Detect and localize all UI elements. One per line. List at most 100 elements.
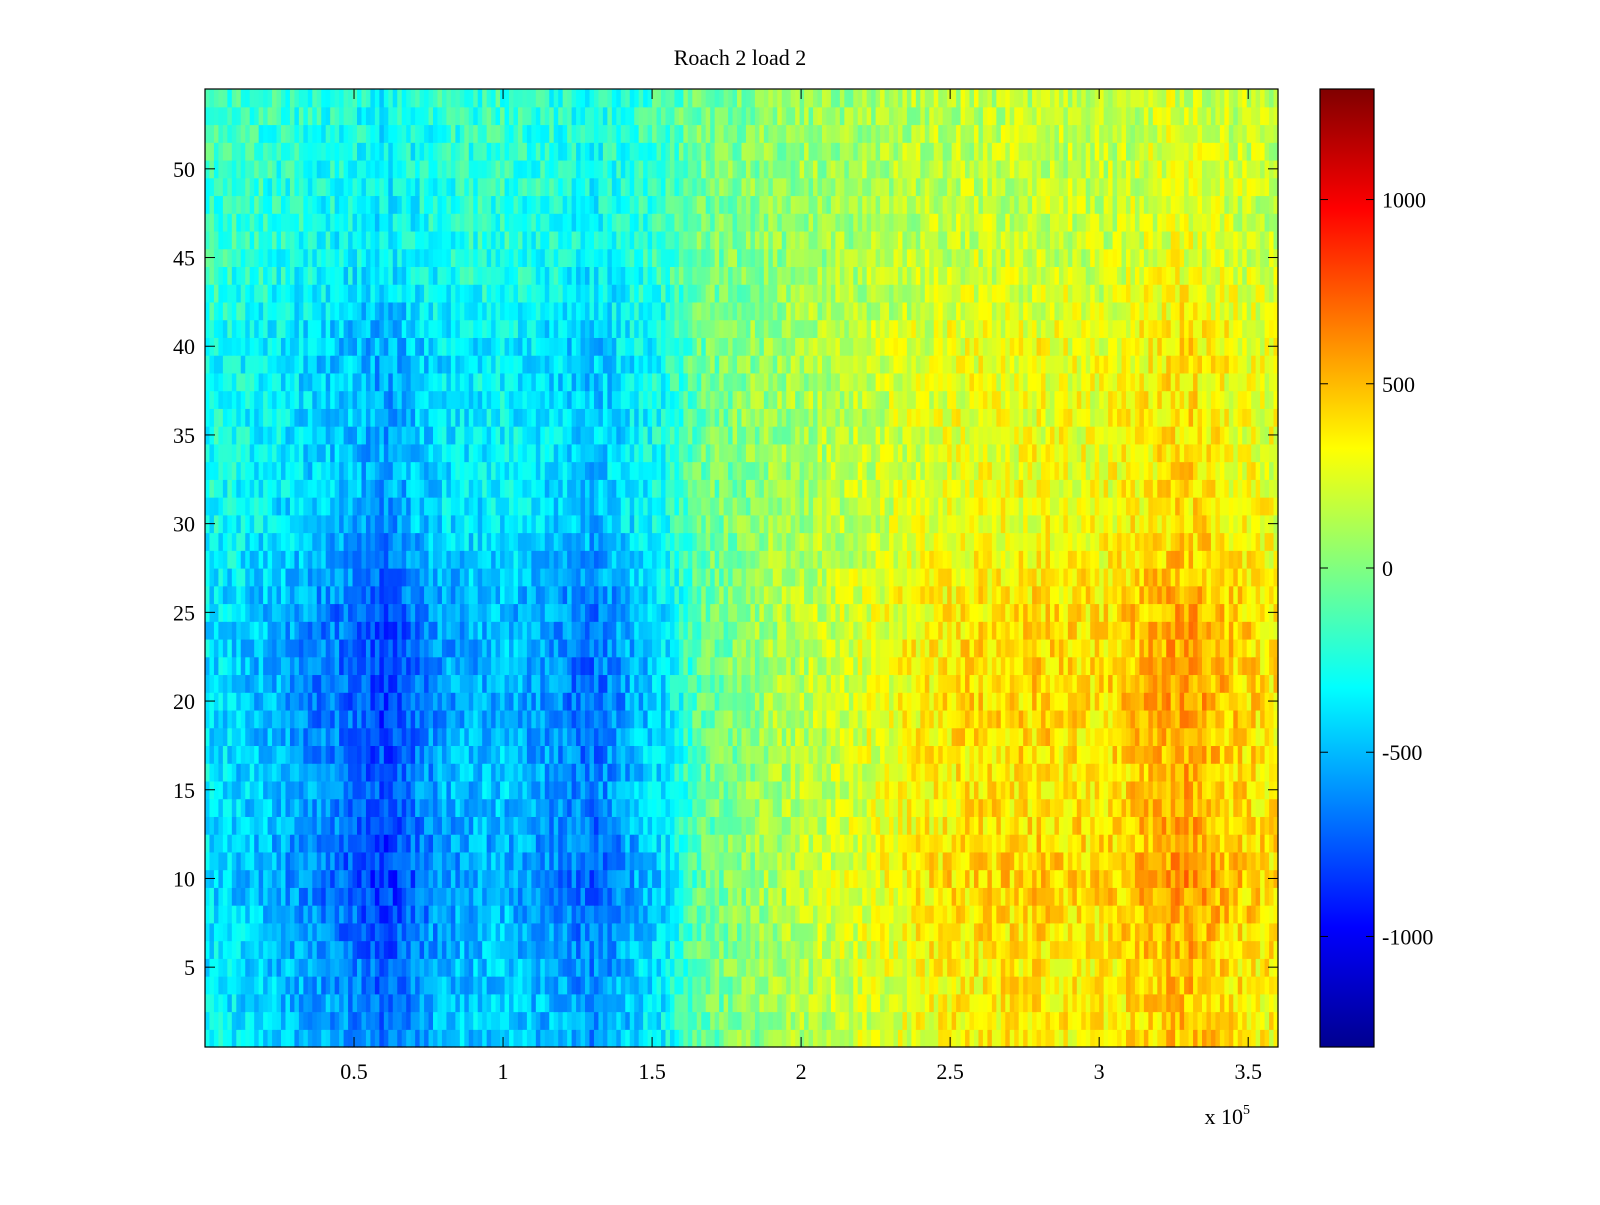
heatmap-cell xyxy=(1269,727,1275,747)
heatmap-cell xyxy=(1166,869,1172,888)
heatmap-cell xyxy=(871,869,877,888)
heatmap-cell xyxy=(634,780,640,800)
heatmap-cell xyxy=(307,780,313,800)
heatmap-cell xyxy=(951,1011,957,1030)
heatmap-cell xyxy=(982,834,988,853)
heatmap-cell xyxy=(321,816,327,835)
heatmap-cell xyxy=(562,869,568,888)
heatmap-cell xyxy=(1179,905,1185,924)
heatmap-cell xyxy=(482,780,488,800)
heatmap-cell xyxy=(258,780,264,800)
heatmap-cell xyxy=(674,816,680,835)
heatmap-cell xyxy=(231,887,237,906)
heatmap-cell xyxy=(258,834,264,853)
heatmap-cell xyxy=(799,780,805,800)
heatmap-cell xyxy=(388,692,394,711)
heatmap-cell xyxy=(1260,905,1266,924)
heatmap-cell xyxy=(500,780,506,800)
heatmap-cell xyxy=(938,692,944,711)
heatmap-cell xyxy=(616,780,622,800)
heatmap-cell xyxy=(1094,745,1100,764)
heatmap-cell xyxy=(830,816,836,835)
heatmap-cell xyxy=(272,798,278,817)
heatmap-cell xyxy=(294,1029,300,1048)
heatmap-cell xyxy=(728,674,734,693)
heatmap-cell xyxy=(267,763,273,782)
heatmap-cell xyxy=(978,922,984,942)
heatmap-cell xyxy=(1041,958,1047,977)
heatmap-cell xyxy=(526,834,532,853)
heatmap-cell xyxy=(969,834,975,853)
heatmap-cell xyxy=(982,905,988,924)
heatmap-cell xyxy=(218,834,224,853)
heatmap-cell xyxy=(1014,1011,1020,1030)
heatmap-cell xyxy=(665,940,671,959)
heatmap-cell xyxy=(455,709,461,729)
heatmap-cell xyxy=(598,922,604,942)
heatmap-cell xyxy=(289,922,296,942)
heatmap-cell xyxy=(951,745,957,764)
heatmap-cell xyxy=(249,922,255,942)
heatmap-cell xyxy=(1228,851,1234,871)
heatmap-cell xyxy=(1045,940,1051,959)
heatmap-cell xyxy=(938,816,944,835)
heatmap-cell xyxy=(629,798,635,817)
heatmap-cell xyxy=(897,692,904,711)
heatmap-cell xyxy=(602,1029,608,1048)
heatmap-cell xyxy=(777,1011,783,1030)
heatmap-cell xyxy=(236,798,242,817)
heatmap-cell xyxy=(1264,993,1270,1013)
heatmap-cell xyxy=(1049,905,1056,924)
heatmap-cell xyxy=(1005,887,1011,906)
heatmap-cell xyxy=(1152,834,1158,853)
heatmap-cell xyxy=(1049,692,1056,711)
heatmap-cell xyxy=(1054,816,1060,835)
heatmap-cell xyxy=(334,887,340,906)
heatmap-cell xyxy=(419,922,425,942)
heatmap-cell xyxy=(741,1011,747,1030)
heatmap-cell xyxy=(522,727,528,747)
heatmap-cell xyxy=(1018,922,1024,942)
heatmap-cell xyxy=(1009,727,1015,747)
heatmap-cell xyxy=(683,869,689,888)
heatmap-cell xyxy=(303,869,309,888)
heatmap-cell xyxy=(1242,887,1248,906)
heatmap-cell xyxy=(1161,976,1167,995)
heatmap-cell xyxy=(571,763,577,782)
heatmap-cell xyxy=(289,851,296,871)
heatmap-cell xyxy=(1130,834,1136,853)
heatmap-cell xyxy=(1036,869,1042,888)
heatmap-cell xyxy=(1251,834,1257,853)
heatmap-cell xyxy=(1260,834,1266,853)
heatmap-cell xyxy=(562,1011,568,1030)
heatmap-cell xyxy=(786,922,792,942)
heatmap-cell xyxy=(951,727,957,747)
heatmap-cell xyxy=(477,958,483,977)
heatmap-cell xyxy=(589,798,595,817)
heatmap-cell xyxy=(321,976,327,995)
heatmap-cell xyxy=(1170,940,1176,959)
heatmap-cell xyxy=(933,780,939,800)
heatmap-cell xyxy=(629,922,635,942)
heatmap-cell xyxy=(1072,905,1078,924)
heatmap-cell xyxy=(272,727,278,747)
heatmap-cell xyxy=(893,674,899,693)
heatmap-cell xyxy=(915,834,921,853)
heatmap-cell xyxy=(388,816,394,835)
heatmap-cell xyxy=(437,869,443,888)
heatmap-cell xyxy=(316,958,322,977)
heatmap-cell xyxy=(1228,816,1234,835)
heatmap-cell xyxy=(719,727,725,747)
heatmap-cell xyxy=(473,958,479,977)
heatmap-cell xyxy=(893,887,899,906)
heatmap-cell xyxy=(585,940,591,959)
heatmap-cell xyxy=(696,834,702,853)
heatmap-cell xyxy=(719,922,725,942)
heatmap-cell xyxy=(370,993,376,1013)
heatmap-cell xyxy=(1157,940,1163,959)
heatmap-cell xyxy=(643,940,649,959)
heatmap-cell xyxy=(759,1011,765,1030)
heatmap-cell xyxy=(272,709,278,729)
heatmap-cell xyxy=(1117,940,1123,959)
heatmap-cell xyxy=(258,727,264,747)
